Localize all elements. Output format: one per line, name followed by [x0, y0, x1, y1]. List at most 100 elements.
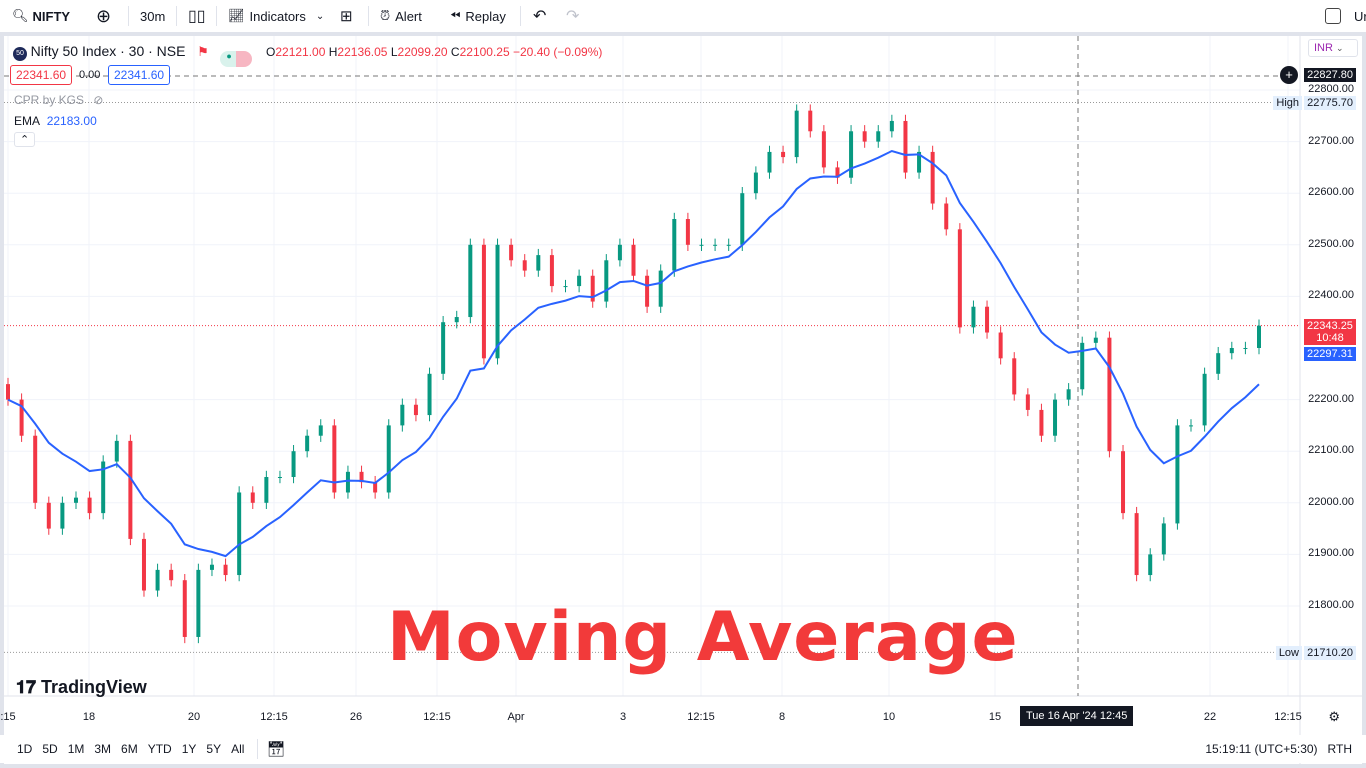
candle-body [413, 404, 418, 416]
buy-button[interactable]: 22341.60 [108, 65, 171, 85]
price-tick-label: 22000.00 [1308, 495, 1354, 508]
candle-body [536, 255, 541, 271]
candle-body [454, 317, 459, 323]
goto-date-icon[interactable]: 📅︎ [266, 741, 286, 758]
candle-body [73, 497, 78, 503]
high-price: 22775.70 [1304, 96, 1356, 110]
candle-body [1012, 358, 1017, 395]
time-tick-label: 12:15 [260, 711, 288, 723]
candle-body [563, 286, 568, 288]
candle-body [332, 425, 337, 493]
compare-add-icon[interactable]: ⊕ [96, 5, 112, 26]
candle-body [291, 451, 296, 477]
candle-body [468, 244, 473, 318]
replay-icon: ⏪︎ [450, 8, 461, 23]
price-chart[interactable] [4, 36, 1362, 764]
tradingview-logo[interactable]: 𝟏𝟕 TradingView [16, 677, 147, 698]
candle-body [1080, 342, 1085, 390]
symbol-search[interactable]: 🔍︎ NIFTY [12, 8, 71, 24]
indicators-button[interactable]: 📈︎ Indicators ⌄ [228, 8, 325, 24]
candle-body [250, 492, 255, 503]
hidden-eye-icon[interactable]: ⊘ [93, 93, 104, 107]
candle-body [400, 404, 405, 426]
range-1d[interactable]: 1D [17, 742, 33, 756]
crosshair-price-label: 22827.80 [1304, 68, 1356, 82]
candle-body [944, 203, 949, 230]
candle-body [957, 229, 962, 328]
candle-body [318, 425, 323, 436]
candle-body [19, 399, 24, 436]
candle-body [1039, 409, 1044, 436]
watermark-text: Moving Average [387, 598, 1019, 677]
redo-icon[interactable]: ↷ [566, 8, 580, 25]
candle-body [781, 151, 786, 158]
market-status-badge[interactable]: ● [220, 51, 253, 67]
candle-body [46, 502, 51, 529]
candle-body [1025, 394, 1030, 410]
candle-body [427, 373, 432, 416]
add-alert-plus-icon[interactable]: + [1280, 66, 1298, 84]
user-menu[interactable]: Ur [1354, 8, 1366, 24]
interval-button[interactable]: 30m [140, 8, 166, 24]
ema-indicator-legend[interactable]: EMA 22183.00 [14, 114, 97, 128]
candle-body [862, 131, 867, 142]
candle-body [835, 167, 840, 178]
high-label: High [1273, 96, 1302, 110]
clock[interactable]: 15:19:11 (UTC+5:30) [1205, 742, 1318, 756]
candle-body [1161, 523, 1166, 555]
time-tick-label: 8 [778, 711, 786, 723]
candle-body [87, 497, 92, 514]
candle-body [237, 492, 242, 576]
candle-body [1148, 554, 1153, 576]
candles-chart-type-icon[interactable]: ▯▯ [188, 8, 206, 25]
time-tick-label: Apr [507, 711, 525, 723]
range-all[interactable]: All [231, 742, 245, 756]
candle-body [373, 482, 378, 493]
candle-body [645, 275, 650, 307]
candle-body [726, 244, 731, 246]
range-1m[interactable]: 1M [67, 742, 85, 756]
cpr-indicator-legend[interactable]: CPR by KGS ⊘ [14, 93, 104, 107]
candle-body [182, 580, 187, 637]
layouts-icon[interactable]: ⊞ [340, 8, 353, 25]
session-button[interactable]: RTH [1327, 742, 1352, 756]
collapse-legend-button[interactable]: ⌃ [14, 132, 36, 147]
candle-body [522, 260, 527, 271]
axis-settings-icon[interactable]: ⚙ [1328, 709, 1340, 724]
price-tick-label: 21900.00 [1308, 547, 1354, 560]
range-1y[interactable]: 1Y [181, 742, 197, 756]
range-6m[interactable]: 6M [121, 742, 138, 756]
candle-body [998, 332, 1003, 359]
candle-body [345, 471, 350, 493]
range-3m[interactable]: 3M [94, 742, 112, 756]
alert-button[interactable]: ⏰︎ Alert [380, 8, 422, 24]
price-tick-label: 22100.00 [1308, 444, 1354, 457]
fullscreen-checkbox[interactable] [1325, 0, 1341, 32]
last-price-label: 22343.25 10:48 [1304, 319, 1356, 345]
price-tick-label: 22200.00 [1308, 392, 1354, 405]
indicators-icon: 📈︎ [228, 8, 245, 23]
currency-select[interactable]: INR ⌄ [1308, 39, 1358, 57]
candle-body [1175, 425, 1180, 524]
flag-icon[interactable]: ⚑ [197, 44, 209, 59]
chevron-down-icon: ⌄ [315, 10, 325, 22]
candle-body [386, 425, 391, 493]
chart-pane[interactable]: 50 Nifty 50 Index · 30 · NSE ⚑ ● O22121.… [0, 36, 1362, 764]
candle-body [699, 244, 704, 246]
candle-body [481, 244, 486, 359]
candle-body [617, 244, 622, 261]
time-tick-label: 22 [1203, 711, 1217, 723]
replay-button[interactable]: ⏪︎ Replay [450, 8, 506, 24]
candle-body [155, 569, 160, 591]
top-toolbar: 🔍︎ NIFTY ⊕ 30m ▯▯ 📈︎ Indicators ⌄ ⊞ ⏰︎ Alert… [0, 0, 1366, 32]
range-ytd[interactable]: YTD [147, 742, 172, 756]
candle-body [930, 151, 935, 204]
range-5y[interactable]: 5Y [206, 742, 222, 756]
candle-body [60, 502, 65, 529]
range-5d[interactable]: 5D [42, 742, 58, 756]
candle-body [169, 569, 174, 581]
price-tick-label: 22500.00 [1308, 237, 1354, 250]
sell-button[interactable]: 22341.60 [10, 65, 73, 85]
undo-icon[interactable]: ↶ [533, 8, 547, 25]
ohlc-values: O22121.00 H22136.05 L22099.20 C22100.25 … [266, 45, 603, 59]
